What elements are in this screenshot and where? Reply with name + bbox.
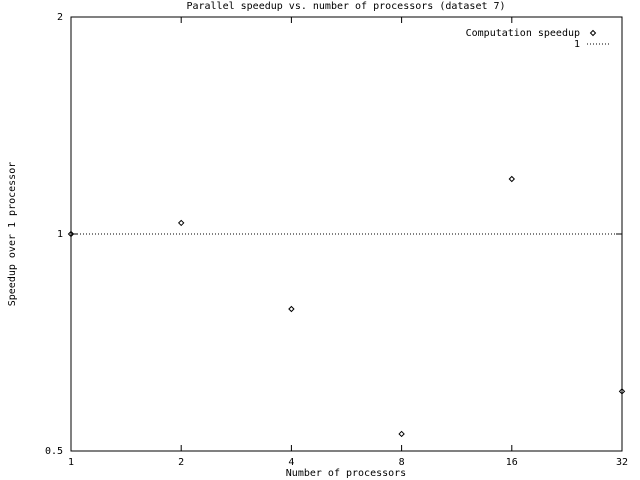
data-point <box>618 388 626 395</box>
y-tick-label: 1 <box>57 229 63 240</box>
x-tick-label: 1 <box>68 457 74 468</box>
legend-label: 1 <box>574 39 580 50</box>
data-point <box>288 305 295 313</box>
y-axis-label: Speedup over 1 processor <box>7 162 18 307</box>
data-point <box>177 219 185 227</box>
data-point <box>398 430 405 438</box>
legend-swatch <box>589 29 597 37</box>
chart-title: Parallel speedup vs. number of processor… <box>186 1 505 12</box>
y-tick-label: 0.5 <box>45 446 63 457</box>
x-tick-label: 4 <box>288 457 294 468</box>
x-tick-label: 2 <box>178 457 184 468</box>
legend-label: Computation speedup <box>466 28 580 39</box>
x-tick-label: 8 <box>399 457 405 468</box>
x-tick-label: 32 <box>616 457 628 468</box>
data-point <box>67 230 75 238</box>
x-tick-label: 16 <box>506 457 518 468</box>
y-tick-label: 2 <box>57 12 63 23</box>
x-axis-label: Number of processors <box>286 468 406 479</box>
data-point <box>508 175 516 183</box>
